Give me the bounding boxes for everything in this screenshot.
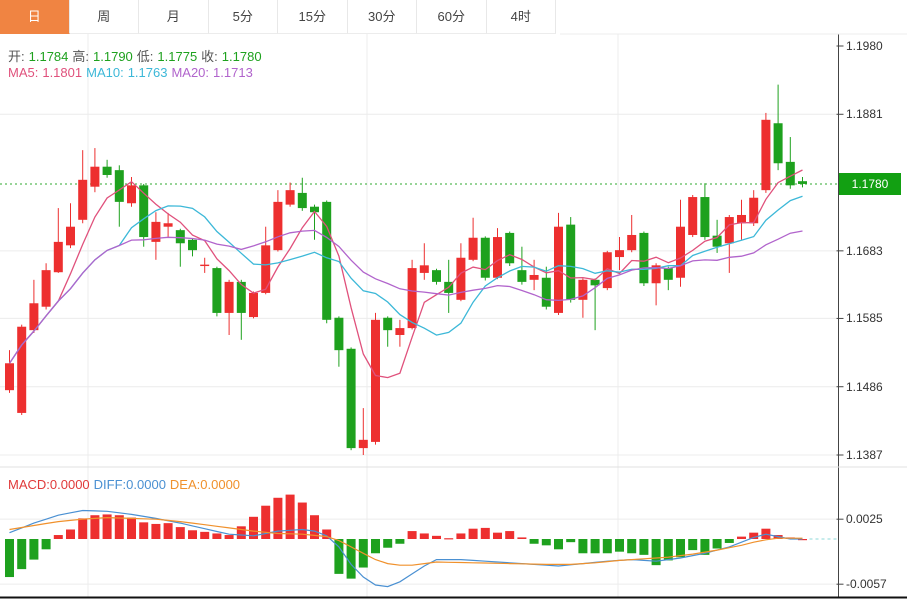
timeframe-tabs: 日周月 5分 15分 30分 60分 4时 bbox=[0, 0, 556, 34]
tab-6[interactable]: 60分 bbox=[417, 0, 487, 34]
ma-legend: MA5: 1.1801 MA10: 1.1763 MA20: 1.1713 bbox=[8, 65, 257, 80]
dea-value: 0.0000 bbox=[200, 477, 241, 492]
dea-label: DEA: bbox=[169, 477, 201, 492]
high-value: 1.1790 bbox=[93, 49, 133, 64]
diff-value: 0.0000 bbox=[126, 477, 166, 492]
ma5-line bbox=[8, 169, 803, 379]
axes-frame bbox=[0, 33, 907, 599]
diff-label: DIFF: bbox=[93, 477, 127, 492]
ma10-value: 1.1763 bbox=[127, 65, 168, 80]
macd-lines bbox=[9, 509, 803, 588]
price-axis-label: 1.1486 bbox=[846, 379, 883, 394]
current-price-tag: 1.1780 bbox=[839, 173, 901, 195]
tab-7[interactable]: 4时 bbox=[486, 0, 556, 34]
price-axis-label: 1.1585 bbox=[846, 311, 883, 326]
ma20-line bbox=[8, 229, 803, 364]
close-value: 1.1780 bbox=[221, 49, 262, 64]
dea-line bbox=[9, 516, 803, 566]
macd-histogram bbox=[5, 494, 807, 579]
tab-1[interactable]: 周 bbox=[69, 0, 139, 34]
low-value: 1.1775 bbox=[157, 49, 198, 64]
macd-label: MACD: bbox=[8, 477, 50, 492]
diff-line bbox=[9, 509, 803, 588]
ma10-line bbox=[8, 195, 803, 364]
ohlc-legend: 开: 1.1784 高: 1.1790 低: 1.1775 收: 1.1780 bbox=[8, 46, 266, 65]
ma5-value: 1.1801 bbox=[42, 65, 83, 80]
high-label: 高: bbox=[72, 49, 90, 64]
price-axis-label: 1.1683 bbox=[846, 243, 883, 258]
tab-2[interactable]: 月 bbox=[139, 0, 209, 34]
ma5-label: MA5: bbox=[8, 65, 39, 80]
close-label: 收: bbox=[201, 49, 218, 64]
tab-4[interactable]: 15分 bbox=[278, 0, 348, 34]
ma20-value: 1.1713 bbox=[213, 65, 253, 80]
open-label: 开: bbox=[8, 49, 25, 64]
tab-0[interactable]: 日 bbox=[0, 0, 70, 34]
tab-5[interactable]: 30分 bbox=[347, 0, 417, 34]
price-axis-label: 1.1881 bbox=[846, 107, 883, 122]
macd-value: 0.0000 bbox=[49, 477, 90, 492]
macd-axis-label: -0.0057 bbox=[846, 577, 887, 592]
low-label: 低: bbox=[136, 49, 154, 64]
ma10-label: MA10: bbox=[86, 65, 124, 80]
ma-lines bbox=[8, 169, 803, 379]
macd-legend: MACD:0.0000 DIFF:0.0000 DEA:0.0000 bbox=[8, 477, 244, 492]
ma20-label: MA20: bbox=[171, 65, 210, 80]
candlestick-series bbox=[5, 84, 807, 455]
price-axis-label: 1.1980 bbox=[846, 39, 883, 53]
tab-3[interactable]: 5分 bbox=[208, 0, 278, 34]
price-axis-label: 1.1387 bbox=[846, 448, 883, 462]
open-value: 1.1784 bbox=[28, 49, 69, 64]
macd-axis-label: 0.0025 bbox=[846, 512, 883, 527]
